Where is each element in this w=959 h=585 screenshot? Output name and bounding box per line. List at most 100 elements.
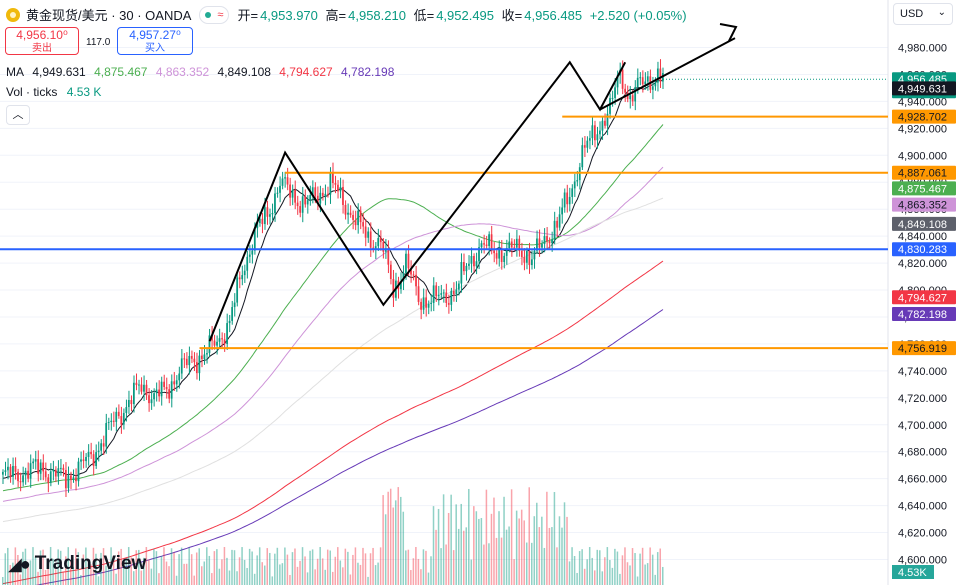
candle-body [573, 181, 576, 189]
candle-body [59, 467, 62, 469]
candle-body [586, 140, 589, 148]
candle-body [107, 422, 110, 424]
volume-bar [258, 547, 261, 585]
ma-legend[interactable]: MA 4,949.631 4,875.467 4,863.352 4,849.1… [6, 65, 399, 79]
volume-bar [70, 560, 72, 585]
candle-body [148, 395, 150, 404]
trend-arrow-line[interactable] [599, 37, 736, 111]
volume-bar [662, 566, 664, 585]
candle-body [326, 193, 329, 195]
wave-icon: ≈ [217, 8, 224, 21]
candle-body [72, 477, 75, 480]
candle-body [233, 302, 236, 308]
candle-body [115, 411, 118, 422]
volume-legend[interactable]: Vol · ticks 4.53 K [6, 85, 101, 99]
candle-body [75, 477, 77, 482]
candle-body [483, 243, 485, 245]
candle-body [271, 213, 274, 215]
pattern-drawing[interactable] [208, 60, 627, 342]
y-tick-label: 4,600.000 [898, 554, 947, 566]
candle-body [153, 393, 155, 400]
candle-body [102, 443, 105, 447]
volume-bar [659, 548, 661, 585]
candle-body [105, 423, 108, 447]
candle-body [392, 279, 395, 298]
candle-body [117, 411, 120, 417]
volume-bar [437, 508, 440, 585]
volume-bar [609, 560, 611, 585]
candle-body [266, 207, 269, 217]
buy-button[interactable]: 4,957.27⁰ 买入 [117, 27, 193, 55]
price-label-bg [892, 109, 956, 124]
volume-bar [140, 570, 143, 585]
candle-body [2, 471, 4, 475]
y-tick-label: 4,740.000 [898, 366, 947, 378]
volume-bar [646, 563, 649, 585]
volume-bar [651, 554, 654, 585]
volume-bar [321, 558, 324, 585]
volume-bar [372, 547, 374, 585]
candle-body [651, 86, 654, 90]
tradingview-logo[interactable]: ◢● TradingView [8, 553, 146, 575]
open-value: 4,953.970 [260, 8, 318, 23]
ma-value-4: 4,849.108 [217, 65, 271, 79]
volume-bar [397, 487, 400, 585]
volume-bar [566, 516, 568, 585]
collapse-legend-button[interactable]: ︿ [6, 105, 30, 125]
candle-body [485, 244, 488, 246]
volume-bar [236, 571, 238, 585]
price-label-bg [892, 81, 956, 96]
candle-body [261, 218, 264, 225]
candle-body [591, 125, 594, 139]
sell-button[interactable]: 4,956.10⁰ 卖出 [5, 27, 79, 55]
candle-body [130, 400, 133, 405]
price-label: 4,849.108 [898, 219, 947, 231]
candle-body [538, 238, 541, 248]
currency-select[interactable]: USD ⌄ [893, 3, 953, 25]
candle-body [296, 202, 299, 207]
candle-body [140, 384, 143, 392]
volume-bar [42, 549, 44, 585]
candle-body [251, 250, 254, 255]
candle-body [387, 248, 390, 265]
candle-body [90, 451, 92, 455]
volume-bar [405, 550, 407, 585]
price-label-bg [892, 165, 956, 180]
volume-bar [563, 502, 566, 585]
volume-bar [513, 559, 515, 585]
volume-bar [178, 554, 180, 585]
volume-bar [77, 552, 80, 585]
market-status-pill[interactable]: ≈ [199, 5, 230, 24]
volume-bar [238, 557, 241, 585]
candle-body [624, 88, 626, 93]
volume-bar [573, 556, 576, 585]
symbol-title[interactable]: 黄金现货/美元 · 30 · OANDA [26, 8, 192, 23]
candle-body [52, 469, 55, 472]
candle-body [248, 254, 251, 257]
candle-body [228, 320, 231, 324]
volume-bar [19, 574, 22, 585]
candle-body [462, 262, 465, 272]
volume-bar [117, 551, 120, 585]
volume-bar [102, 548, 105, 585]
volume-bar [97, 576, 100, 585]
volume-bar [455, 504, 457, 585]
candle-body [599, 130, 601, 135]
volume-bar [342, 567, 344, 585]
volume-bar [483, 544, 485, 585]
candle-body [528, 250, 531, 266]
candle-body [241, 275, 244, 280]
candle-body [274, 193, 276, 214]
volume-bar [641, 547, 644, 585]
volume-bar [188, 547, 190, 585]
candle-body [12, 465, 14, 477]
candle-body [354, 219, 357, 226]
candle-body [143, 384, 145, 392]
volume-bar [402, 511, 405, 585]
candle-body [415, 274, 417, 287]
volume-bar [619, 573, 621, 585]
candle-body [168, 389, 171, 399]
volume-bar [279, 564, 281, 585]
price-label-bg [892, 197, 956, 212]
